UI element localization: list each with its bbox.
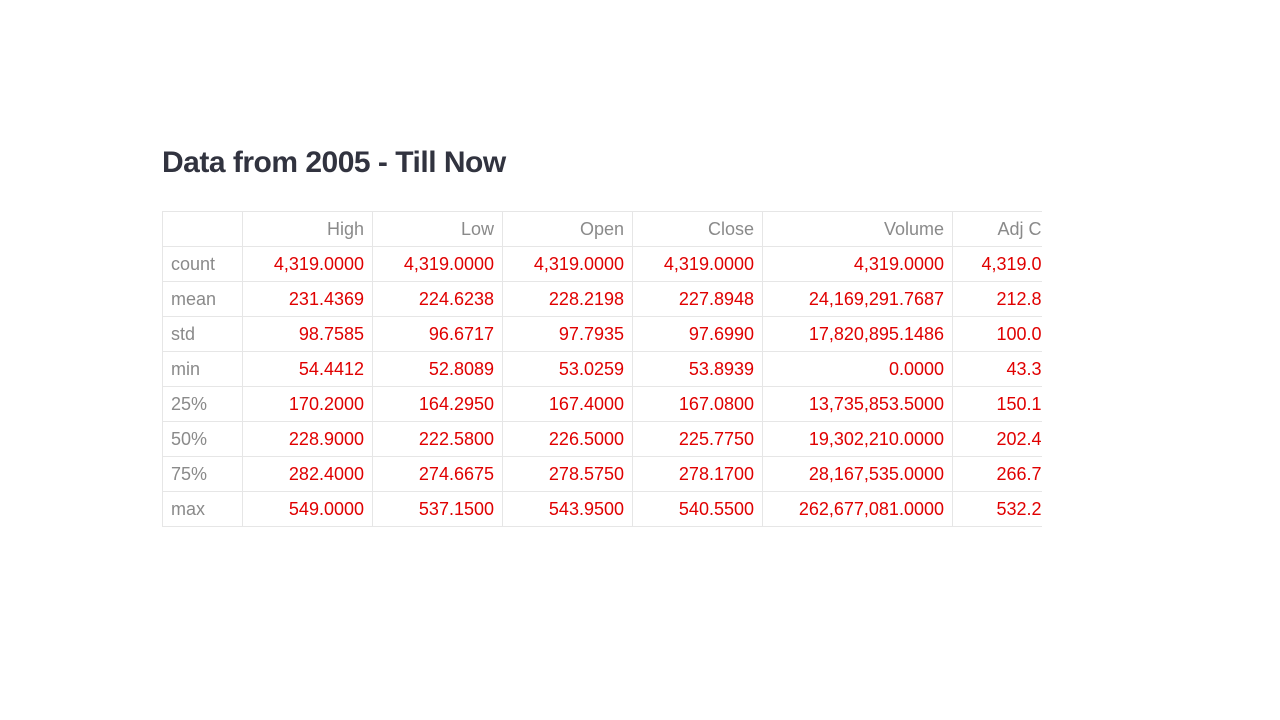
table-cell: 222.5800 (372, 421, 503, 457)
table-cell: 4,319.0 (952, 246, 1042, 282)
table-row: 25% 170.2000 164.2950 167.4000 167.0800 13,73… (162, 386, 1042, 422)
table-cell: 19,302,210.0000 (762, 421, 953, 457)
table-cell: 4,319.0000 (242, 246, 373, 282)
table-cell: 282.4000 (242, 456, 373, 492)
column-header: Open (502, 211, 633, 247)
row-label: min (162, 351, 243, 387)
table-cell: 43.3 (952, 351, 1042, 387)
table-row: min 54.4412 52.8089 53.0259 53.8939 0.0000 43.… (162, 351, 1042, 387)
table-cell: 231.4369 (242, 281, 373, 317)
row-label: 50% (162, 421, 243, 457)
table-cell: 537.1500 (372, 491, 503, 527)
row-label: max (162, 491, 243, 527)
table-cell: 278.5750 (502, 456, 633, 492)
table-row: std 98.7585 96.6717 97.7935 97.6990 17,820,89… (162, 316, 1042, 352)
table-cell: 540.5500 (632, 491, 763, 527)
column-header: Volume (762, 211, 953, 247)
table-cell: 97.6990 (632, 316, 763, 352)
table-row: max 549.0000 537.1500 543.9500 540.5500 262,6… (162, 491, 1042, 527)
table-cell: 167.0800 (632, 386, 763, 422)
column-header: Adj C (952, 211, 1042, 247)
table-cell: 266.7 (952, 456, 1042, 492)
table-cell: 97.7935 (502, 316, 633, 352)
table-cell: 228.2198 (502, 281, 633, 317)
table-row: count 4,319.0000 4,319.0000 4,319.0000 4,319… (162, 246, 1042, 282)
table-cell: 28,167,535.0000 (762, 456, 953, 492)
table-cell: 212.8 (952, 281, 1042, 317)
table-cell: 274.6675 (372, 456, 503, 492)
table-cell: 96.6717 (372, 316, 503, 352)
table-cell: 24,169,291.7687 (762, 281, 953, 317)
row-label: 75% (162, 456, 243, 492)
table-cell: 549.0000 (242, 491, 373, 527)
table-cell: 4,319.0000 (502, 246, 633, 282)
table-cell: 52.8089 (372, 351, 503, 387)
column-header: High (242, 211, 373, 247)
table-row: 75% 282.4000 274.6675 278.5750 278.1700 28,16… (162, 456, 1042, 492)
table-cell: 225.7750 (632, 421, 763, 457)
data-table: High Low Open Close Volume Adj C count 4,319.0… (162, 211, 1042, 527)
table-cell: 53.8939 (632, 351, 763, 387)
table-cell: 227.8948 (632, 281, 763, 317)
table-cell: 278.1700 (632, 456, 763, 492)
table-cell: 262,677,081.0000 (762, 491, 953, 527)
table-cell: 4,319.0000 (762, 246, 953, 282)
table-cell: 202.4 (952, 421, 1042, 457)
table-row: 50% 228.9000 222.5800 226.5000 225.7750 19,30… (162, 421, 1042, 457)
table-cell: 4,319.0000 (372, 246, 503, 282)
table-body: count 4,319.0000 4,319.0000 4,319.0000 4,319… (162, 246, 1042, 527)
column-header: Low (372, 211, 503, 247)
table-cell: 150.1 (952, 386, 1042, 422)
table-cell: 0.0000 (762, 351, 953, 387)
table-cell: 100.0 (952, 316, 1042, 352)
column-header (162, 211, 243, 247)
table-cell: 13,735,853.5000 (762, 386, 953, 422)
table-cell: 98.7585 (242, 316, 373, 352)
table-cell: 228.9000 (242, 421, 373, 457)
table-cell: 224.6238 (372, 281, 503, 317)
table-cell: 543.9500 (502, 491, 633, 527)
page-title: Data from 2005 - Till Now (162, 146, 506, 179)
row-label: 25% (162, 386, 243, 422)
header-row: High Low Open Close Volume Adj C (162, 211, 1042, 247)
table-cell: 170.2000 (242, 386, 373, 422)
column-header: Close (632, 211, 763, 247)
table-row: mean 231.4369 224.6238 228.2198 227.8948 24,1… (162, 281, 1042, 317)
table-cell: 164.2950 (372, 386, 503, 422)
table-cell: 167.4000 (502, 386, 633, 422)
row-label: mean (162, 281, 243, 317)
table-cell: 54.4412 (242, 351, 373, 387)
table-cell: 17,820,895.1486 (762, 316, 953, 352)
table-cell: 532.2 (952, 491, 1042, 527)
table-cell: 226.5000 (502, 421, 633, 457)
row-label: count (162, 246, 243, 282)
row-label: std (162, 316, 243, 352)
table-cell: 4,319.0000 (632, 246, 763, 282)
table-cell: 53.0259 (502, 351, 633, 387)
